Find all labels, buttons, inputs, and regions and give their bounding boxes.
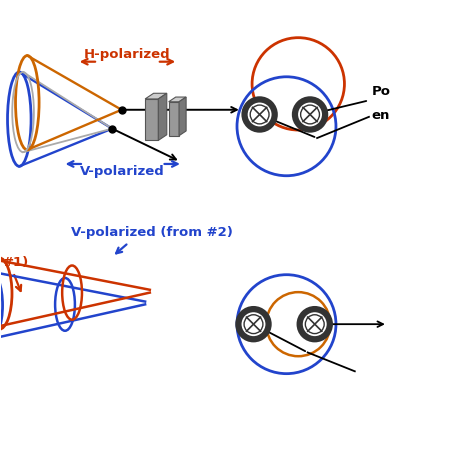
Text: #1): #1) [2, 256, 28, 269]
Text: Po: Po [371, 85, 390, 98]
Text: V-polarized (from #2): V-polarized (from #2) [71, 227, 233, 239]
Text: H-polarized: H-polarized [84, 48, 171, 61]
Circle shape [244, 315, 263, 334]
Circle shape [250, 105, 269, 124]
Circle shape [238, 309, 269, 339]
Circle shape [245, 100, 275, 129]
Circle shape [305, 315, 324, 334]
Circle shape [295, 100, 325, 129]
Text: V-polarized: V-polarized [80, 165, 165, 178]
Circle shape [301, 105, 319, 124]
Polygon shape [169, 97, 186, 102]
Polygon shape [145, 99, 158, 140]
Polygon shape [145, 93, 167, 99]
Polygon shape [169, 102, 179, 136]
Circle shape [300, 309, 330, 339]
Polygon shape [158, 93, 167, 140]
Text: en: en [371, 109, 390, 122]
Polygon shape [179, 97, 186, 136]
